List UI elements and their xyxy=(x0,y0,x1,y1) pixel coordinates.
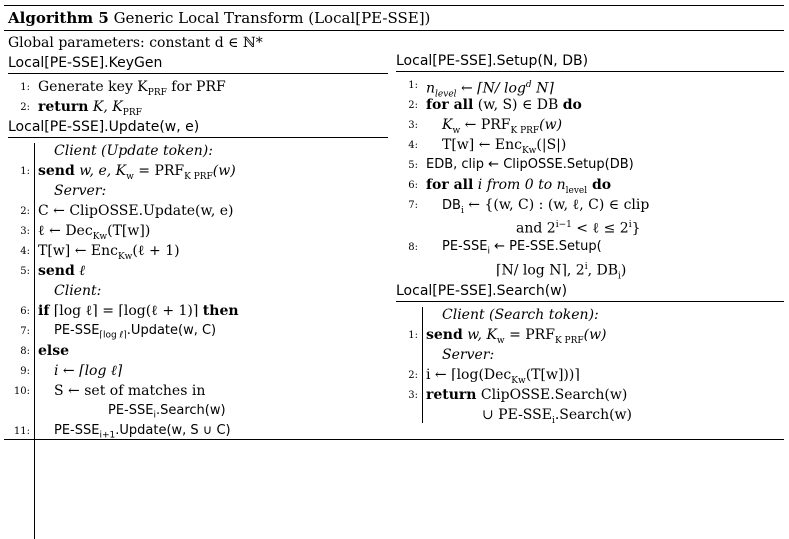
algorithm-name: Generic Local Transform (Local[PE-SSE]) xyxy=(113,9,431,27)
setup-line-6: 6: for all i from 0 to nlevel do xyxy=(408,177,612,196)
search-line-1: 1: send w, Kw = PRFK PRF(w) xyxy=(408,327,607,346)
keygen-header: Local[PE-SSE].KeyGen xyxy=(8,55,163,71)
update-client-label: Client (Update token): xyxy=(54,143,213,159)
algorithm-number: Algorithm 5 xyxy=(8,9,109,27)
setup-line-3: 3: Kw ← PRFK PRF(w) xyxy=(408,117,563,136)
keygen-line-1: 1: Generate key KPRF for PRF xyxy=(20,79,226,98)
setup-line-8: 8: PE-SSEi ← PE-SSE.Setup( xyxy=(408,239,602,257)
global-parameters: Global parameters: constant d ∈ ℕ* xyxy=(8,35,263,51)
update-line-1: 1: send w, e, Kw = PRFK PRF(w) xyxy=(20,163,236,182)
search-server-label: Server: xyxy=(442,347,495,363)
update-line-5: 5: send ℓ xyxy=(20,263,86,279)
setup-line-4: 4: T[w] ← EncKw(|S|) xyxy=(408,137,567,156)
search-line-3-cont: ∪ PE-SSEi.Search(w) xyxy=(482,407,632,426)
update-line-4: 4: T[w] ← EncKw(ℓ + 1) xyxy=(20,243,180,262)
update-header: Local[PE-SSE].Update(w, e) xyxy=(8,119,200,135)
update-line-6: 6: if ⌈log ℓ⌉ = ⌈log(ℓ + 1)⌉ then xyxy=(20,303,239,319)
update-client2-label: Client: xyxy=(54,283,102,299)
update-line-10-cont: PE-SSEi.Search(w) xyxy=(108,403,226,421)
update-line-10: 10: S ← set of matches in xyxy=(13,383,206,399)
right-column: Local[PE-SSE].Setup(N, DB) 1: nlevel ← ⌈… xyxy=(396,51,784,426)
keygen-line-2: 2: return K, KPRF xyxy=(20,99,142,118)
search-header: Local[PE-SSE].Search(w) xyxy=(396,283,568,299)
search-line-2: 2: i ← ⌈log(DecKw(T[w]))⌉ xyxy=(408,367,580,386)
update-line-2: 2: C ← ClipOSSE.Update(w, e) xyxy=(20,203,234,219)
setup-line-7-cont: and 2i−1 < ℓ ≤ 2i} xyxy=(516,220,641,237)
setup-line-2: 2: for all (w, S) ∈ DB do xyxy=(408,97,582,113)
update-line-11: 11: PE-SSEi+1.Update(w, S ∪ C) xyxy=(13,423,231,441)
setup-header: Local[PE-SSE].Setup(N, DB) xyxy=(396,53,589,69)
search-body: Client (Search token): 1: send w, Kw = P… xyxy=(396,305,784,426)
setup-line-1: 1: nlevel ← ⌈N/ logd N⌉ xyxy=(408,80,554,100)
update-server-label: Server: xyxy=(54,183,107,199)
search-client-label: Client (Search token): xyxy=(442,307,599,323)
update-line-8: 8: else xyxy=(20,343,70,359)
top-rule xyxy=(4,5,784,6)
setup-line-5: 5: EDB, clip ← ClipOSSE.Setup(DB) xyxy=(408,157,634,172)
title-rule xyxy=(4,30,784,31)
update-line-7: 7: PE-SSE⌈log ℓ⌉.Update(w, C) xyxy=(20,323,217,341)
setup-line-8-cont: ⌈N/ log N⌉, 2i, DBi) xyxy=(496,262,627,282)
left-column: Local[PE-SSE].KeyGen 1: Generate key KPR… xyxy=(8,53,388,539)
bottom-rule xyxy=(4,439,784,440)
algorithm-title: Algorithm 5 Generic Local Transform (Loc… xyxy=(8,9,430,27)
search-line-3: 3: return ClipOSSE.Search(w) xyxy=(408,387,628,403)
setup-line-7: 7: DBi ← {(w, C) : (w, ℓ, C) ∈ clip xyxy=(408,197,650,216)
update-line-3: 3: ℓ ← DecKw(T[w]) xyxy=(20,223,151,242)
update-line-9: 9: i ← ⌈log ℓ⌉ xyxy=(20,363,123,379)
algorithm-box: Algorithm 5 Generic Local Transform (Loc… xyxy=(4,5,784,539)
update-body: Client (Update token): 1: send w, e, Kw … xyxy=(8,141,388,539)
